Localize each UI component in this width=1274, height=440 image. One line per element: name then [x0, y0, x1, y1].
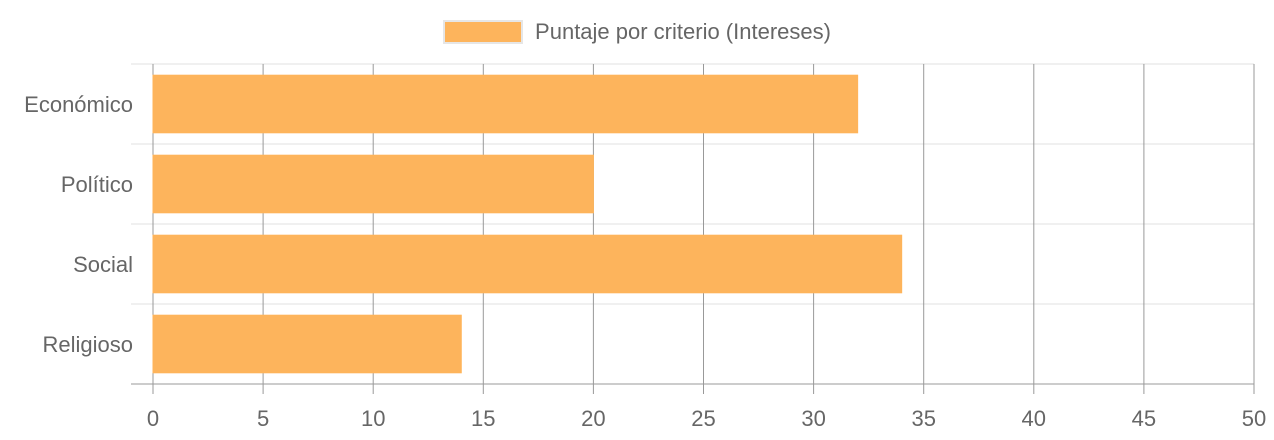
x-tick-label: 35 — [911, 406, 935, 431]
bar-0 — [152, 74, 859, 134]
legend-label[interactable]: Puntaje por criterio (Intereses) — [535, 19, 831, 44]
x-tick-label: 25 — [691, 406, 715, 431]
x-tick-label: 0 — [147, 406, 159, 431]
y-category-label: Religioso — [43, 332, 134, 357]
x-tick-label: 20 — [581, 406, 605, 431]
x-tick-label: 15 — [471, 406, 495, 431]
y-category-label: Político — [61, 172, 133, 197]
legend-swatch[interactable] — [443, 20, 524, 44]
x-tick-label: 40 — [1022, 406, 1046, 431]
x-tick-label: 5 — [257, 406, 269, 431]
chart-legend[interactable]: Puntaje por criterio (Intereses) — [0, 16, 1274, 48]
bar-2 — [152, 234, 903, 294]
x-tick-label: 50 — [1242, 406, 1266, 431]
bar-1 — [152, 154, 594, 214]
x-tick-label: 30 — [801, 406, 825, 431]
y-category-label: Social — [73, 252, 133, 277]
bar-3 — [152, 314, 462, 374]
x-tick-label: 10 — [361, 406, 385, 431]
y-category-label: Económico — [24, 92, 133, 117]
x-tick-label: 45 — [1132, 406, 1156, 431]
